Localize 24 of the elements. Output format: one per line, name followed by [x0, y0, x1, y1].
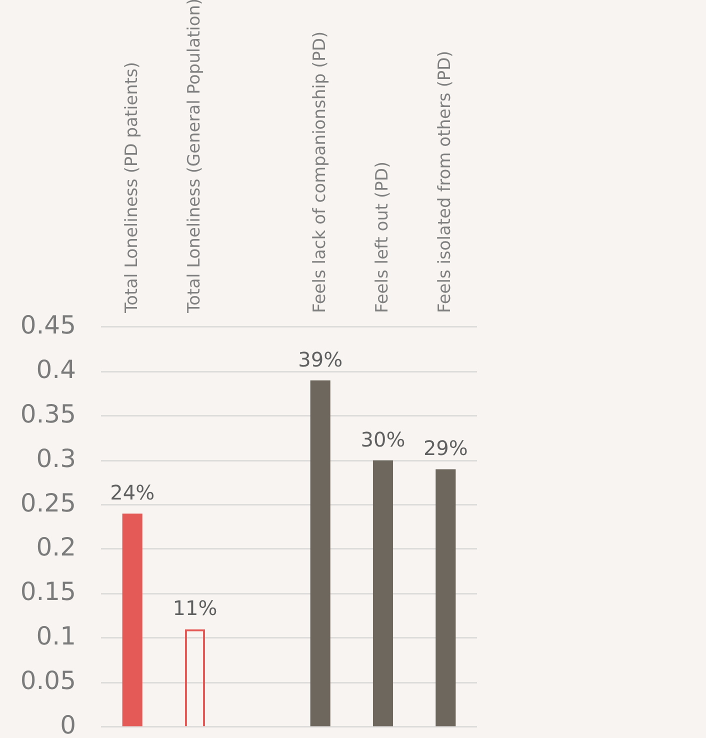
y-tick-label: 0.35: [20, 399, 76, 428]
x-tick-label: Feels lack of companionship (PD): [310, 31, 330, 313]
x-tick-label: Total Loneliness (PD patients): [122, 62, 142, 314]
y-tick-label: 0.05: [20, 666, 76, 696]
bar: [122, 514, 142, 726]
bar: [436, 469, 456, 726]
y-tick-label: 0.2: [36, 532, 76, 562]
bar: [372, 460, 394, 726]
y-tick-label: 0.25: [20, 488, 76, 518]
y-tick-label: 0: [60, 710, 76, 738]
data-label: 29%: [423, 436, 468, 460]
y-tick-label: 0.45: [20, 310, 76, 340]
y-tick-label: 0.4: [36, 354, 76, 384]
x-tick-label: Total Loneliness (General Population): [184, 0, 204, 314]
data-label: 39%: [298, 347, 343, 372]
y-tick-label: 0.15: [20, 577, 76, 606]
data-label: 30%: [360, 427, 406, 452]
x-tick-label: Feels isolated from others (PD): [435, 50, 456, 313]
data-label: 11%: [172, 596, 218, 620]
bar: [310, 380, 330, 726]
y-tick-label: 0.1: [36, 622, 76, 651]
data-label: 24%: [110, 480, 155, 505]
x-tick-label: Feels left out (PD): [372, 161, 392, 313]
y-tick-label: 0.3: [36, 444, 76, 473]
